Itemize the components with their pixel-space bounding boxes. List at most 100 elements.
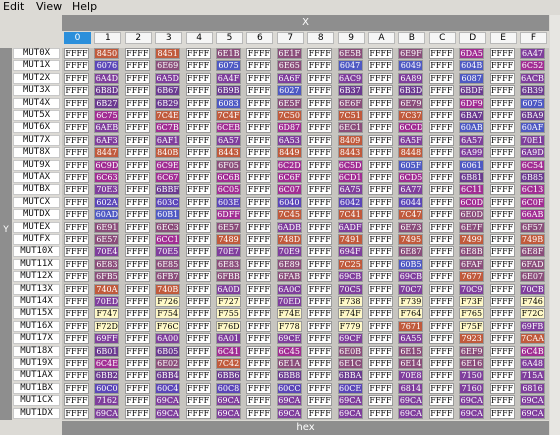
- grid-cell[interactable]: 604B: [459, 60, 485, 72]
- grid-cell[interactable]: 60CC: [276, 382, 302, 394]
- grid-cell[interactable]: 60CE: [337, 382, 363, 394]
- grid-cell[interactable]: F74E: [276, 308, 302, 320]
- grid-cell[interactable]: FFFF: [368, 407, 393, 419]
- grid-cell[interactable]: FFFF: [307, 395, 333, 407]
- grid-cell[interactable]: 6A57: [216, 134, 241, 146]
- grid-cell[interactable]: FFFF: [307, 134, 333, 146]
- grid-cell[interactable]: FFFF: [124, 395, 150, 407]
- grid-cell[interactable]: FFFF: [307, 184, 333, 196]
- grid-cell[interactable]: FFFF: [307, 60, 333, 72]
- grid-cell[interactable]: 70E3: [94, 184, 120, 196]
- grid-cell[interactable]: 6061: [459, 159, 485, 171]
- grid-cell[interactable]: 6E6F: [337, 97, 363, 109]
- grid-cell[interactable]: FFFF: [368, 382, 393, 394]
- grid-cell[interactable]: 69CA: [276, 407, 302, 419]
- grid-cell[interactable]: 6CEB: [216, 122, 241, 134]
- grid-cell[interactable]: FFFF: [428, 122, 454, 134]
- grid-cell[interactable]: FFFF: [428, 370, 454, 382]
- grid-cell[interactable]: 740A: [94, 283, 120, 295]
- grid-cell[interactable]: F739: [398, 296, 424, 307]
- grid-cell[interactable]: 6A0C: [276, 283, 302, 295]
- grid-cell[interactable]: FFFF: [368, 221, 393, 233]
- grid-cell[interactable]: 6E83: [94, 258, 120, 270]
- grid-cell[interactable]: FFFF: [489, 72, 515, 84]
- grid-cell[interactable]: 6A0D: [216, 283, 241, 295]
- grid-cell[interactable]: FFFF: [428, 172, 454, 183]
- grid-cell[interactable]: FFFF: [246, 72, 272, 84]
- grid-cell[interactable]: FFFF: [246, 271, 272, 283]
- grid-cell[interactable]: FFFF: [246, 234, 272, 245]
- grid-cell[interactable]: FFFF: [124, 258, 150, 270]
- grid-cell[interactable]: 6DFF: [216, 209, 241, 221]
- grid-cell[interactable]: FFFF: [489, 110, 515, 121]
- grid-cell[interactable]: 6A48: [520, 358, 545, 369]
- grid-cell[interactable]: 6027: [276, 85, 302, 97]
- grid-cell[interactable]: 6B01: [94, 345, 120, 357]
- grid-cell[interactable]: 6CC1: [155, 234, 181, 245]
- grid-cell[interactable]: 6A77: [398, 184, 424, 196]
- grid-cell[interactable]: FFFF: [428, 283, 454, 295]
- grid-cell[interactable]: 7C50: [276, 110, 302, 121]
- grid-cell[interactable]: F72C: [520, 308, 545, 320]
- grid-cell[interactable]: 7C37: [398, 110, 424, 121]
- grid-cell[interactable]: FFFF: [64, 110, 89, 121]
- grid-cell[interactable]: 7150: [459, 370, 485, 382]
- grid-cell[interactable]: FFFF: [64, 221, 89, 233]
- grid-cell[interactable]: 6A89: [398, 72, 424, 84]
- column-header-B[interactable]: B: [398, 32, 426, 44]
- grid-cell[interactable]: 69CA: [276, 395, 302, 407]
- grid-cell[interactable]: 6B3D: [398, 85, 424, 97]
- grid-cell[interactable]: F73F: [459, 296, 485, 307]
- grid-cell[interactable]: FFFF: [489, 271, 515, 283]
- grid-cell[interactable]: 8450: [94, 48, 120, 59]
- column-header-3[interactable]: 3: [155, 32, 183, 44]
- grid-cell[interactable]: FFFF: [307, 122, 333, 134]
- grid-cell[interactable]: 6A53: [276, 134, 302, 146]
- grid-cell[interactable]: FFFF: [185, 72, 211, 84]
- grid-cell[interactable]: FFFF: [124, 172, 150, 183]
- grid-cell[interactable]: FFFF: [307, 283, 333, 295]
- grid-cell[interactable]: F778: [276, 320, 302, 332]
- grid-cell[interactable]: FFFF: [307, 358, 333, 369]
- grid-cell[interactable]: FFFF: [307, 382, 333, 394]
- grid-cell[interactable]: FFFF: [64, 246, 89, 258]
- grid-cell[interactable]: 6A47: [520, 48, 545, 59]
- grid-cell[interactable]: F754: [155, 308, 181, 320]
- grid-cell[interactable]: FFFF: [64, 308, 89, 320]
- grid-cell[interactable]: FFFF: [124, 308, 150, 320]
- grid-cell[interactable]: 7160: [459, 382, 485, 394]
- grid-cell[interactable]: FFFF: [428, 271, 454, 283]
- grid-cell[interactable]: 7C45: [276, 209, 302, 221]
- grid-cell[interactable]: 6E57: [216, 221, 241, 233]
- grid-cell[interactable]: 6E83: [216, 258, 241, 270]
- grid-cell[interactable]: 60AB: [459, 122, 485, 134]
- grid-cell[interactable]: FFFF: [124, 72, 150, 84]
- grid-cell[interactable]: 6B67: [155, 85, 181, 97]
- grid-cell[interactable]: FFFF: [124, 320, 150, 332]
- grid-cell[interactable]: FFFF: [368, 110, 393, 121]
- grid-cell[interactable]: 69CE: [276, 333, 302, 345]
- vertical-scrollbar[interactable]: [550, 15, 560, 435]
- grid-cell[interactable]: 6C9D: [94, 159, 120, 171]
- grid-cell[interactable]: 6E69: [155, 60, 181, 72]
- grid-cell[interactable]: FFFF: [368, 72, 393, 84]
- grid-cell[interactable]: 603C: [155, 196, 181, 208]
- grid-cell[interactable]: FFFF: [64, 234, 89, 245]
- grid-cell[interactable]: FFFF: [307, 110, 333, 121]
- grid-cell[interactable]: 6E91: [94, 221, 120, 233]
- grid-cell[interactable]: FFFF: [64, 333, 89, 345]
- grid-cell[interactable]: FFFF: [124, 283, 150, 295]
- column-header-E[interactable]: E: [489, 32, 517, 44]
- grid-cell[interactable]: FFFF: [428, 333, 454, 345]
- grid-cell[interactable]: FFFF: [246, 345, 272, 357]
- grid-cell[interactable]: 6A4F: [216, 72, 241, 84]
- grid-cell[interactable]: FFFF: [64, 370, 89, 382]
- grid-cell[interactable]: FFFF: [368, 122, 393, 134]
- grid-cell[interactable]: 6DA5: [459, 48, 485, 59]
- grid-cell[interactable]: 70E7: [216, 246, 241, 258]
- grid-cell[interactable]: FFFF: [246, 296, 272, 307]
- grid-cell[interactable]: FFFF: [368, 97, 393, 109]
- grid-cell[interactable]: FFFF: [185, 395, 211, 407]
- menu-help[interactable]: Help: [72, 0, 98, 13]
- grid-cell[interactable]: FFFF: [185, 283, 211, 295]
